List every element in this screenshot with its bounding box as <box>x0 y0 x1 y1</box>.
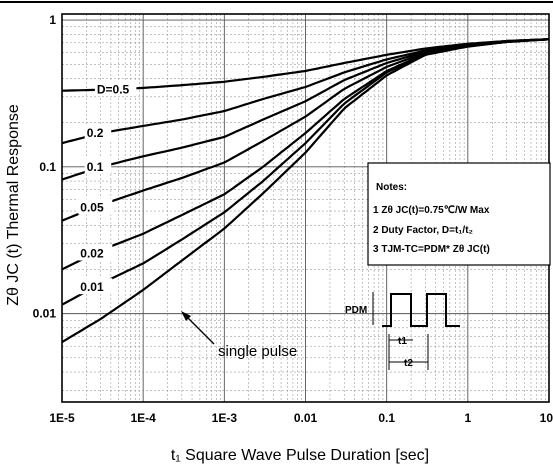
x-tick-label: 0.1 <box>378 411 395 425</box>
single-pulse-arrow <box>184 314 215 345</box>
note-2: 2 Duty Factor, D=t₁/t₂ <box>373 225 473 236</box>
curve-label-d-0-5: D=0.5 <box>97 82 130 96</box>
x-tick-label: 1E-4 <box>130 411 156 425</box>
notes-box: Notes: 1 Zθ JC(t)=0.75℃/W Max 2 Duty Fac… <box>367 162 551 266</box>
pdm-label: PDM <box>345 305 367 316</box>
x-tick-label: 10 <box>540 411 553 425</box>
pulse-diagram: PDM t1 t2 <box>345 292 460 370</box>
curve-label-0-05: 0.05 <box>80 201 104 215</box>
curve-labels: D=0.5 0.2 0.1 0.05 0.02 0.01 <box>78 80 137 295</box>
curves <box>61 38 550 344</box>
t2-label: t2 <box>404 358 413 369</box>
curve-single-pulse <box>61 38 550 344</box>
grid <box>61 14 549 402</box>
single-pulse-label: single pulse <box>218 343 297 360</box>
curve-label-bg <box>78 198 113 215</box>
curve-label-bg <box>84 157 112 174</box>
x-tick-label: 0.01 <box>294 411 318 425</box>
x-tick-label: 1E-5 <box>49 411 75 425</box>
curve-label-0-02: 0.02 <box>80 246 104 260</box>
notes-title: Notes: <box>376 182 407 193</box>
x-tick-label: 1 <box>464 411 471 425</box>
notes-box-frame <box>367 162 551 266</box>
single-pulse-annotation: single pulse <box>181 311 297 360</box>
x-tick-label: 1E-3 <box>212 411 238 425</box>
pulse-waveform <box>382 293 460 327</box>
x-axis-label: t₁ Square Wave Pulse Duration [sec] <box>171 447 429 464</box>
curve-label-bg <box>78 244 113 261</box>
curve-label-bg <box>78 278 113 295</box>
ticks: 1E-5 1E-4 1E-3 0.01 0.1 1 10 0.01 0.1 1 <box>33 13 553 425</box>
t1-label: t1 <box>398 336 407 347</box>
curve-label-0-2: 0.2 <box>87 126 104 140</box>
curve-label-bg <box>84 124 112 141</box>
note-3: 3 TJM-TC=PDM* Zθ JC(t) <box>373 244 490 255</box>
y-tick-label: 0.01 <box>33 307 57 321</box>
single-pulse-arrowhead <box>181 311 191 321</box>
curve-label-0-01: 0.01 <box>80 280 104 294</box>
y-tick-label: 1 <box>49 13 56 27</box>
y-tick-label: 0.1 <box>39 160 56 174</box>
note-1: 1 Zθ JC(t)=0.75℃/W Max <box>373 205 490 216</box>
y-axis-label: Zθ JC (t) Thermal Response <box>5 104 22 306</box>
curve-label-bg <box>94 80 137 97</box>
curve-label-0-1: 0.1 <box>87 160 104 174</box>
